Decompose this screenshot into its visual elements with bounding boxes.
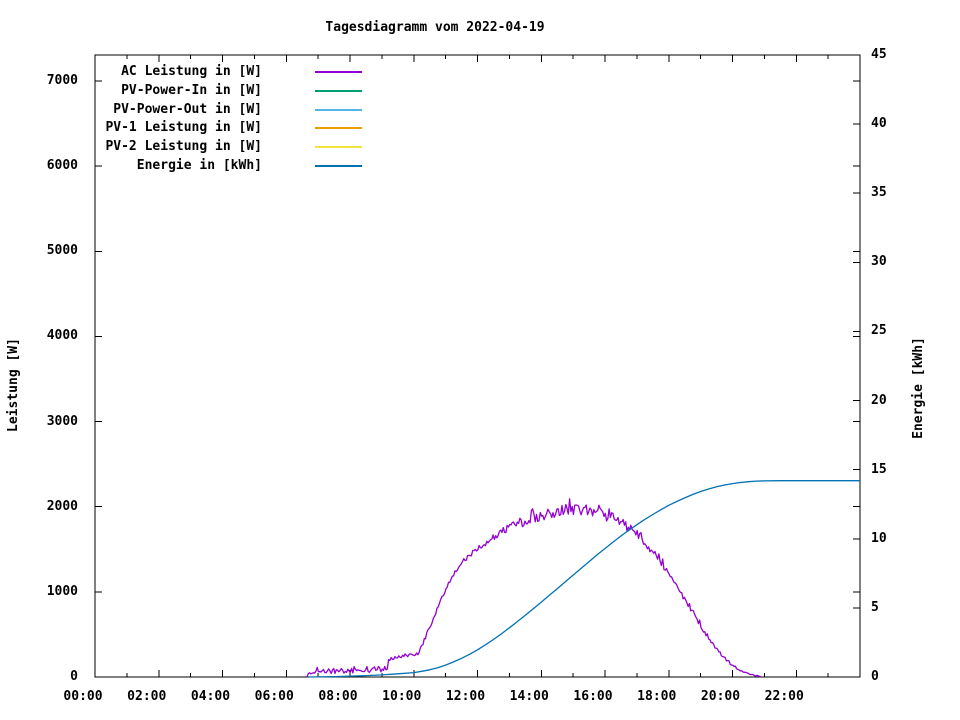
legend-item-pv-power-in-in-w: PV-Power-In in [W] [0,83,370,99]
x-tick-label: 10:00 [382,689,422,704]
y-left-tick-label: 5000 [46,243,78,259]
series-line-energie-in-kwh [308,480,860,678]
y-right-tick-label: 40 [871,116,887,132]
legend-label: PV-2 Leistung in [W] [105,139,262,155]
legend-line-swatch [315,127,362,130]
legend-label: AC Leistung in [W] [121,64,262,79]
x-tick-label: 06:00 [254,689,294,704]
y-right-tick-label: 35 [871,185,887,201]
legend-line-swatch [315,71,362,73]
legend-label: Energie in [kWh] [136,158,262,173]
legend-line-swatch [315,165,362,167]
y-left-tick-label: 4000 [46,328,78,344]
chart-title: Tagesdiagramm vom 2022-04-19 [325,20,545,35]
x-tick-label: 20:00 [700,689,741,704]
y-left-tick-label: 6000 [46,158,78,174]
axis-ticks [95,54,860,677]
y-left-tick-label: 2000 [46,498,78,514]
x-tick-label: 16:00 [573,689,613,704]
x-tick-label: 14:00 [509,689,549,704]
y-left-tick-label: 3000 [46,413,78,429]
y-right-tick-label: 45 [871,47,887,62]
legend-label: PV-Power-Out in [W] [113,101,262,117]
legend-item-energie-in-kwh: Energie in [kWh] [0,158,370,174]
y-left-tick-label: 0 [70,669,78,684]
y-right-tick-label: 15 [871,461,887,477]
x-tick-label: 12:00 [445,689,486,704]
x-tick-label: 00:00 [63,689,103,704]
y-right-tick-label: 25 [871,323,887,339]
legend-line-swatch [315,89,362,92]
y-right-tick-label: 0 [871,669,879,684]
legend-item-pv-1-leistung-in-w: PV-1 Leistung in [W] [0,120,370,136]
x-tick-label: 18:00 [637,689,677,704]
legend-line-swatch [315,108,362,111]
y-right-tick-label: 5 [871,599,879,615]
legend-item-pv-power-out-in-w: PV-Power-Out in [W] [0,102,370,118]
x-tick-label: 08:00 [318,689,358,704]
series-line-ac-leistung-in-w [306,498,762,678]
y-left-tick-label: 1000 [46,583,78,599]
legend-item-pv-2-leistung-in-w: PV-2 Leistung in [W] [0,139,370,155]
y-right-tick-label: 30 [871,254,887,270]
x-tick-label: 22:00 [764,689,804,704]
y-right-tick-label: 20 [871,392,887,408]
legend-label: PV-Power-In in [W] [121,82,262,98]
y-right-tick-label: 10 [871,530,887,546]
y-right-axis-title: Energie [kWh] [911,337,926,439]
x-tick-label: 02:00 [127,689,167,704]
y-left-tick-label: 7000 [46,73,78,89]
legend-label: PV-1 Leistung in [W] [105,120,262,136]
x-tick-label: 04:00 [190,689,231,704]
legend-line-swatch [315,146,362,149]
legend-item-ac-leistung-in-w: AC Leistung in [W] [0,64,370,80]
